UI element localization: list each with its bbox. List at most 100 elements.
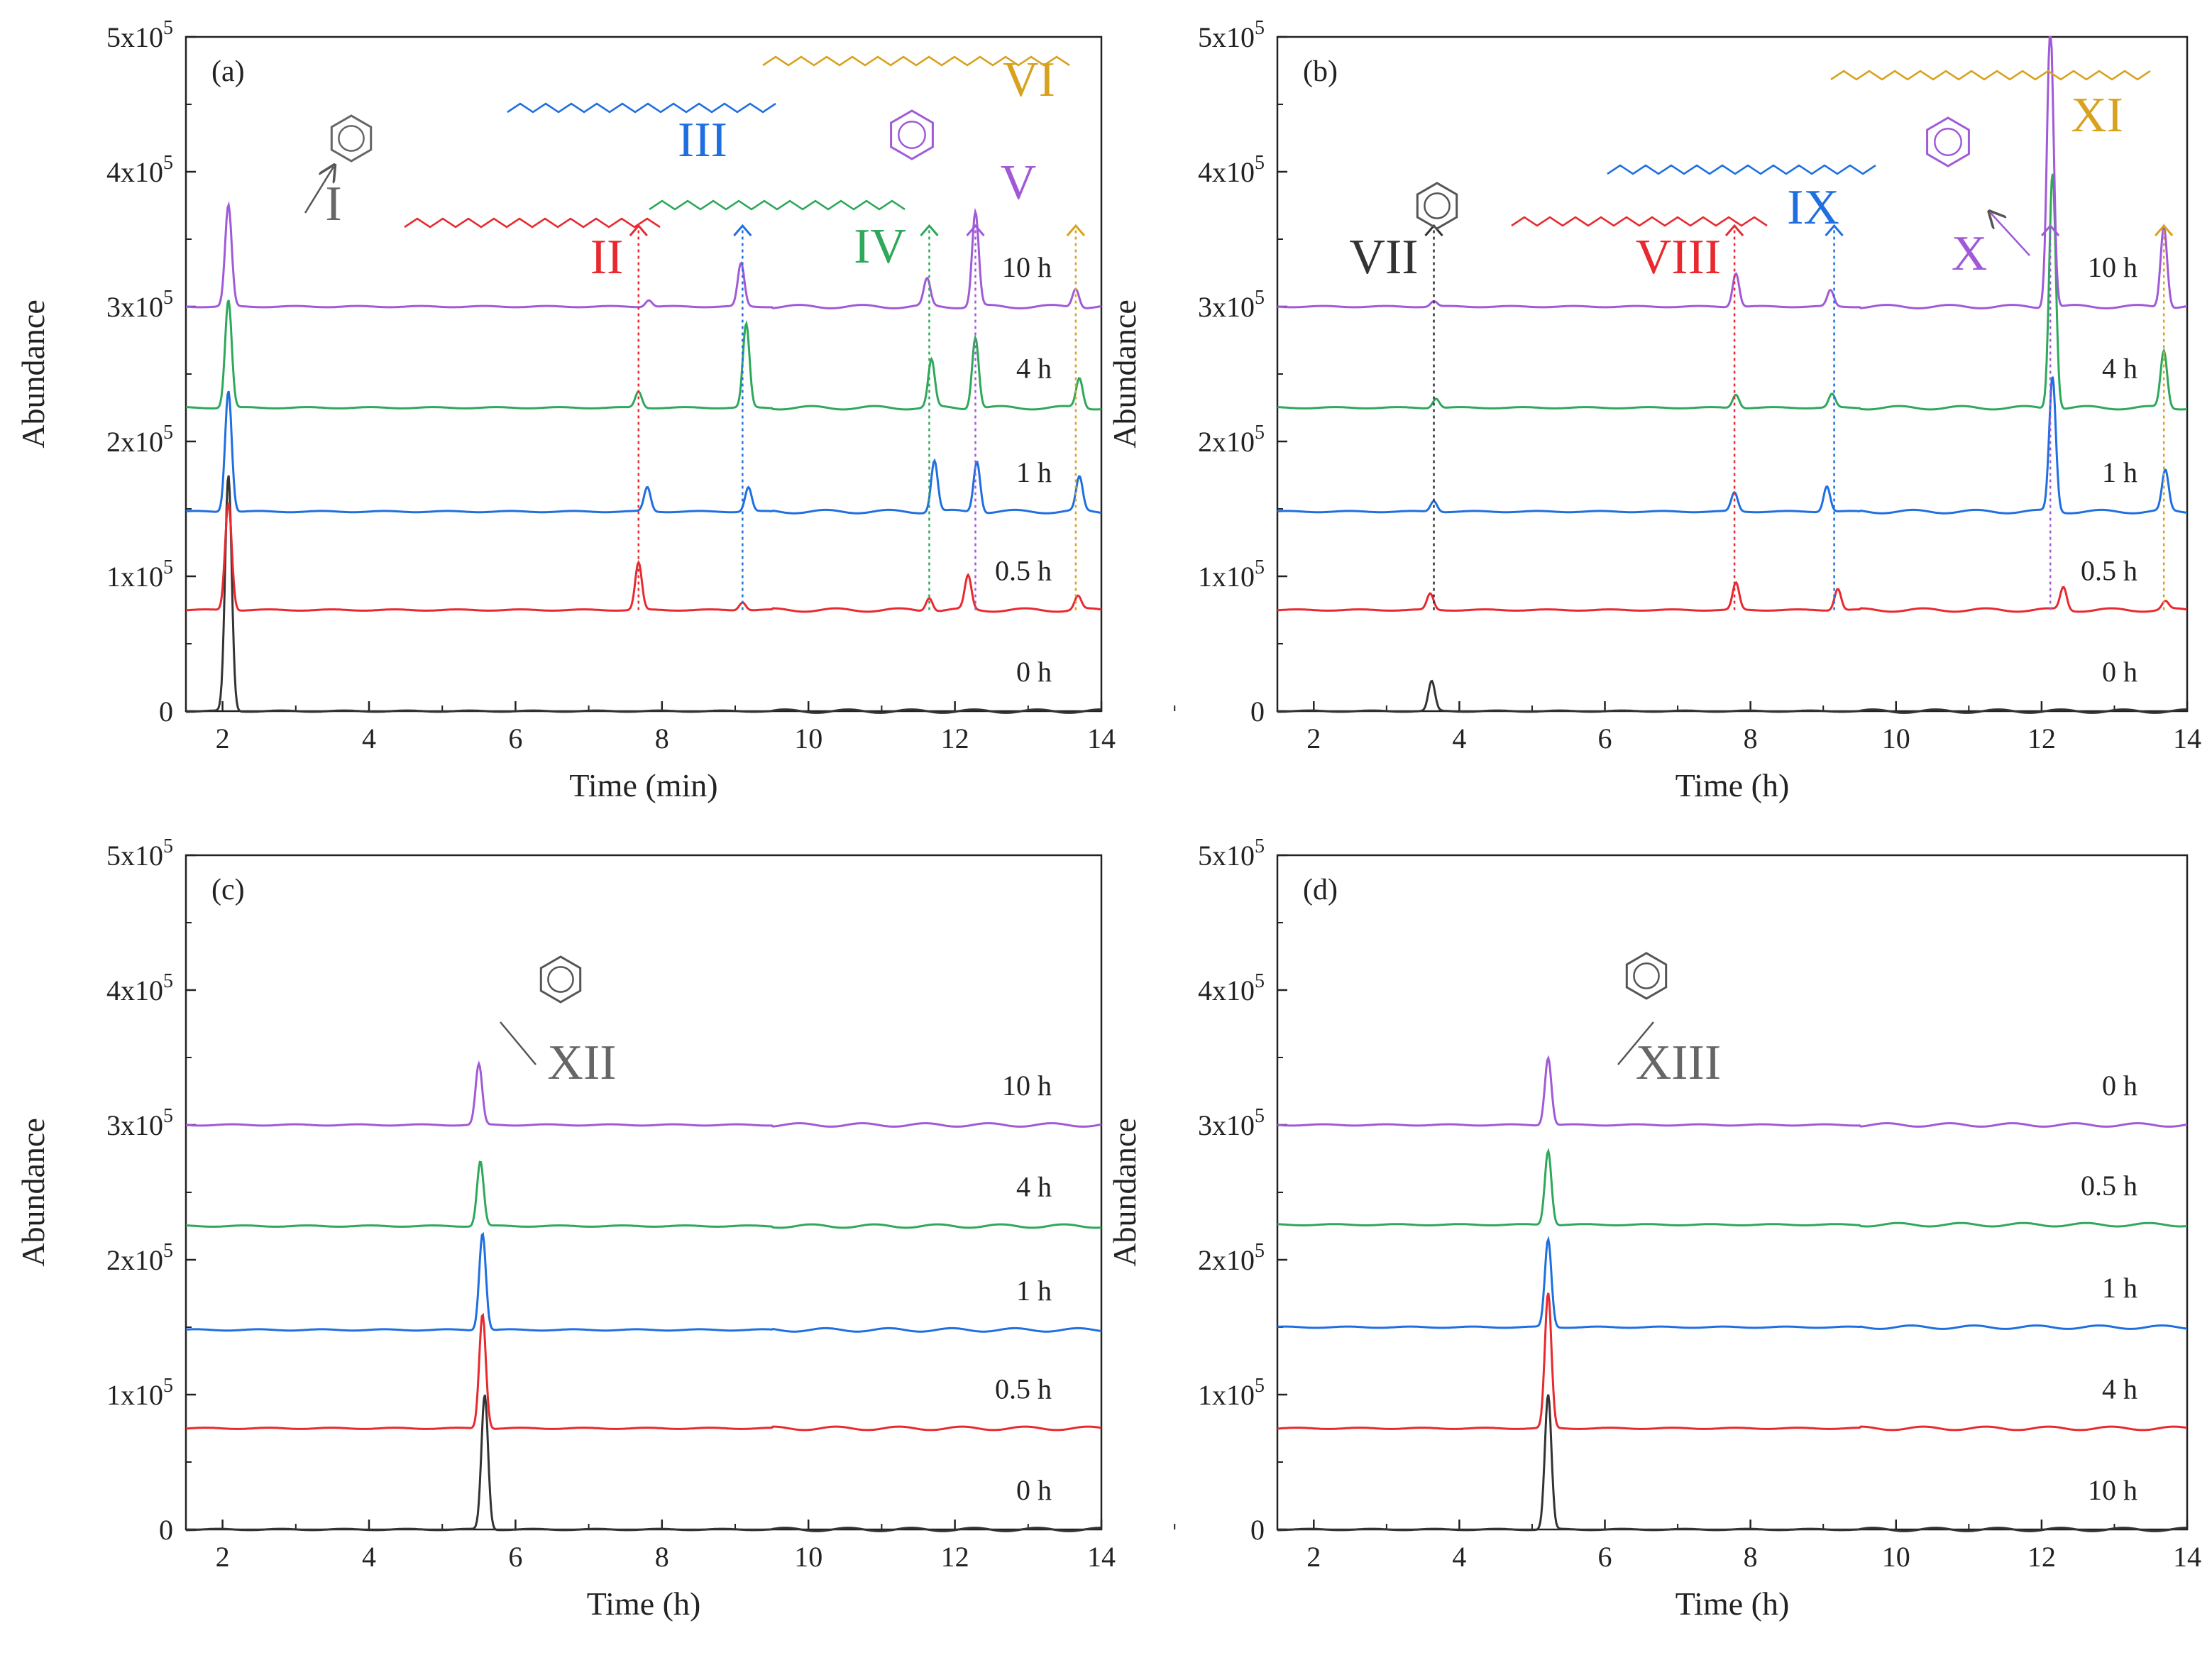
x-tick-label: 10 <box>794 723 822 754</box>
arrow-X <box>1991 213 2030 256</box>
y-tick-label: 2x105 <box>1198 1240 1265 1276</box>
trace-label: 1 h <box>1016 1275 1052 1307</box>
y-tick-label: 4x105 <box>1198 152 1265 188</box>
x-tick-label: 6 <box>1598 723 1612 754</box>
arrow-XII <box>500 1021 537 1065</box>
trace-1h <box>1277 1235 2188 1330</box>
phthalate-V-icon-ring <box>898 121 926 149</box>
y-tick-label: 3x105 <box>106 287 173 323</box>
y-axis-title: Abundance <box>1106 1118 1143 1266</box>
guide-arrow-X <box>2041 224 2060 236</box>
trace-label: 1 h <box>1016 456 1052 488</box>
toluene-icon-ring <box>1424 192 1451 219</box>
panel-b: 2 4 6 8 10 12 14 0 1x105 2x105 3x105 4x105 5x105 Time… <box>1106 17 2201 803</box>
x-tick-label: 4 <box>362 1541 376 1573</box>
arrow-XIII <box>1617 1021 1654 1065</box>
x-axis-title: Time (min) <box>569 767 717 803</box>
x-tick-label: 8 <box>1744 1541 1758 1573</box>
guide-arrow-III <box>733 224 752 236</box>
y-tick-label: 5x105 <box>106 17 173 53</box>
y-tick-label: 1x105 <box>106 1375 173 1411</box>
y-axis-title: Abundance <box>1106 300 1143 448</box>
x-tick-label: 8 <box>1744 723 1758 754</box>
toluene-icon <box>1416 182 1458 230</box>
trace-0h <box>186 475 1101 714</box>
trace-label: 0.5 h <box>995 555 1052 587</box>
compound-label-VIII: VIII <box>1636 230 1721 285</box>
trace-10h <box>185 1060 1102 1128</box>
x-tick-label: 2 <box>216 1541 230 1573</box>
m-xylene-icon <box>1625 952 1668 1000</box>
phthalate-X-icon <box>1926 116 1970 167</box>
x-tick-label: 2 <box>1306 1541 1321 1573</box>
trace-0h <box>1277 1055 2188 1128</box>
o-xylene-icon <box>539 955 582 1004</box>
y-tick-label: 2x105 <box>106 1240 173 1276</box>
y-tick-label: 5x105 <box>1198 835 1265 872</box>
trace-label: 4 h <box>1016 1171 1052 1203</box>
trace-1h <box>185 1231 1102 1333</box>
trace-0h <box>186 1394 1101 1532</box>
trace-4h <box>1277 1292 2188 1432</box>
alkane-II-icon <box>404 217 661 229</box>
arrow-I <box>304 167 334 214</box>
compound-label-XIII: XIII <box>1636 1035 1721 1090</box>
trace-label: 4 h <box>2102 353 2137 385</box>
y-tick-label: 2x105 <box>1198 422 1265 458</box>
x-tick-label: 8 <box>655 1541 669 1573</box>
trace-label: 10 h <box>1002 251 1052 283</box>
compound-label-I: I <box>325 177 341 231</box>
guide-arrow-VI <box>1066 224 1086 236</box>
trace-label: 10 h <box>2088 1474 2137 1506</box>
x-tick-label: 14 <box>2173 1541 2201 1573</box>
ester-VI-icon <box>762 55 1070 67</box>
x-tick-label: 12 <box>941 723 969 754</box>
trace-4h <box>186 1160 1102 1229</box>
compound-label-XI: XI <box>2071 88 2123 143</box>
guide-arrow-V <box>966 224 985 236</box>
y-tick-label: 3x105 <box>1198 1105 1265 1141</box>
trace-0h <box>1277 679 2187 714</box>
x-axis-title: Time (h) <box>1675 1586 1790 1622</box>
x-tick-label: 2 <box>216 723 230 754</box>
alkane-VIII-icon <box>1511 216 1768 227</box>
compound-label-IX: IX <box>1787 180 1839 235</box>
trace-label: 10 h <box>2088 251 2137 283</box>
y-tick-label: 5x105 <box>1198 17 1265 53</box>
phthalate-X-icon-ring <box>1934 128 1962 156</box>
y-tick-label: 5x105 <box>106 835 173 872</box>
panel-label: (c) <box>211 874 245 906</box>
y-tick-label: 3x105 <box>1198 287 1265 323</box>
ester-XI-icon <box>1830 70 2151 81</box>
benzene-icon <box>330 114 373 163</box>
y-tick-label: 3x105 <box>106 1105 173 1141</box>
guide-arrow-VIII <box>1724 224 1744 236</box>
x-axis-title: Time (h) <box>587 1586 701 1622</box>
trace-label: 0 h <box>1016 1474 1052 1506</box>
y-tick-label: 1x105 <box>1198 1375 1265 1411</box>
x-tick-label: 8 <box>655 723 669 754</box>
trace-1h <box>1277 376 2188 515</box>
guide-arrow-II <box>629 224 648 236</box>
panel-label: (d) <box>1303 874 1338 906</box>
panel-d: 2 4 6 8 10 12 14 0 1x105 2x105 3x105 4x105 5x105 Time… <box>1106 835 2201 1622</box>
guide-arrow-IX <box>1825 224 1844 236</box>
trace-4h <box>1277 173 2188 411</box>
trace-label: 10 h <box>1002 1070 1052 1102</box>
trace-05h <box>185 502 1102 613</box>
alkane-IX-icon <box>1607 164 1876 175</box>
o-xylene-icon-ring <box>547 966 574 993</box>
trace-label: 0 h <box>2102 1070 2137 1102</box>
x-tick-label: 10 <box>1882 1541 1910 1573</box>
y-tick-label: 4x105 <box>106 152 173 188</box>
trace-05h <box>1277 581 2188 613</box>
trace-4h <box>186 300 1102 411</box>
trace-05h <box>185 1312 1102 1432</box>
trace-label: 4 h <box>2102 1373 2137 1405</box>
molecule-sketches <box>304 55 2151 1065</box>
compound-label-III: III <box>678 113 727 167</box>
panel-c: 2 4 6 8 10 12 14 0 1x105 2x105 3x105 4x105 5x105 Time… <box>15 835 1176 1622</box>
x-tick-label: 2 <box>1306 723 1321 754</box>
